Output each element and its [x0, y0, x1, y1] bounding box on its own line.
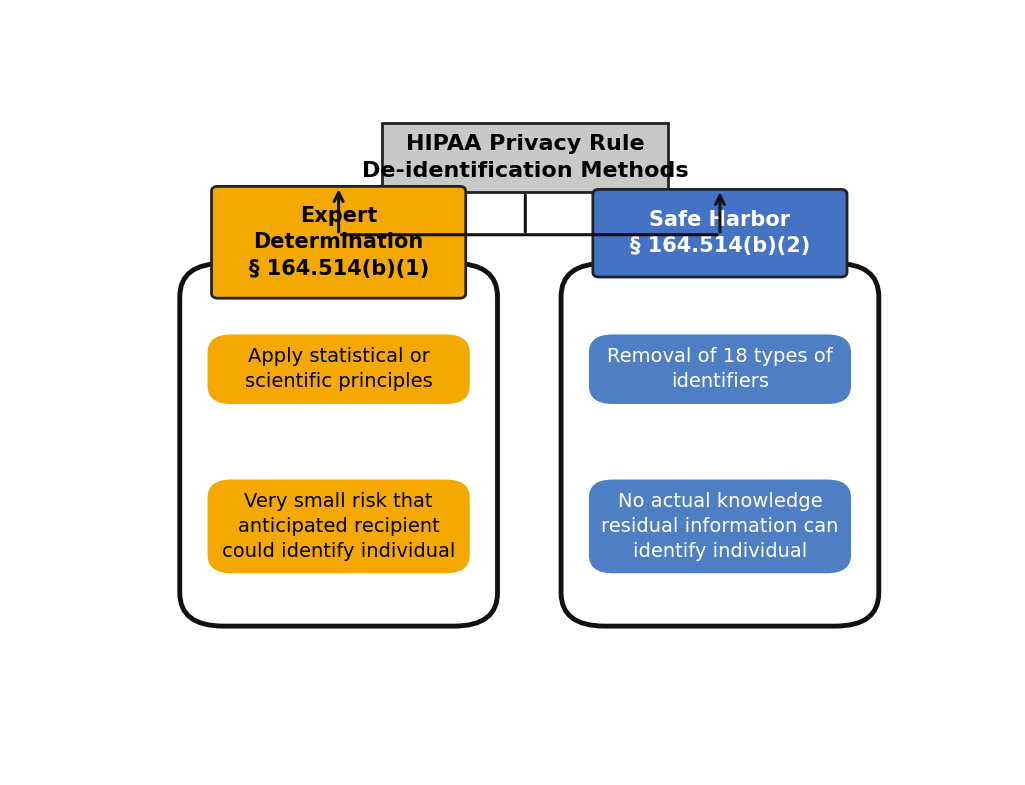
FancyBboxPatch shape: [207, 480, 469, 573]
Text: Safe Harbor
§ 164.514(b)(2): Safe Harbor § 164.514(b)(2): [629, 210, 810, 257]
FancyBboxPatch shape: [588, 334, 851, 404]
FancyBboxPatch shape: [211, 186, 465, 298]
Text: Very small risk that
anticipated recipient
could identify individual: Very small risk that anticipated recipie…: [222, 492, 455, 560]
Text: Expert
Determination
§ 164.514(b)(1): Expert Determination § 164.514(b)(1): [248, 206, 428, 279]
FancyBboxPatch shape: [207, 334, 469, 404]
Text: HIPAA Privacy Rule
De-identification Methods: HIPAA Privacy Rule De-identification Met…: [362, 134, 689, 181]
FancyBboxPatch shape: [592, 189, 847, 277]
Text: Apply statistical or
scientific principles: Apply statistical or scientific principl…: [245, 347, 433, 391]
FancyBboxPatch shape: [179, 264, 497, 626]
FancyBboxPatch shape: [561, 264, 878, 626]
Text: Removal of 18 types of
identifiers: Removal of 18 types of identifiers: [607, 347, 832, 391]
FancyBboxPatch shape: [588, 480, 851, 573]
Text: No actual knowledge
residual information can
identify individual: No actual knowledge residual information…: [602, 492, 838, 560]
FancyBboxPatch shape: [382, 123, 668, 192]
